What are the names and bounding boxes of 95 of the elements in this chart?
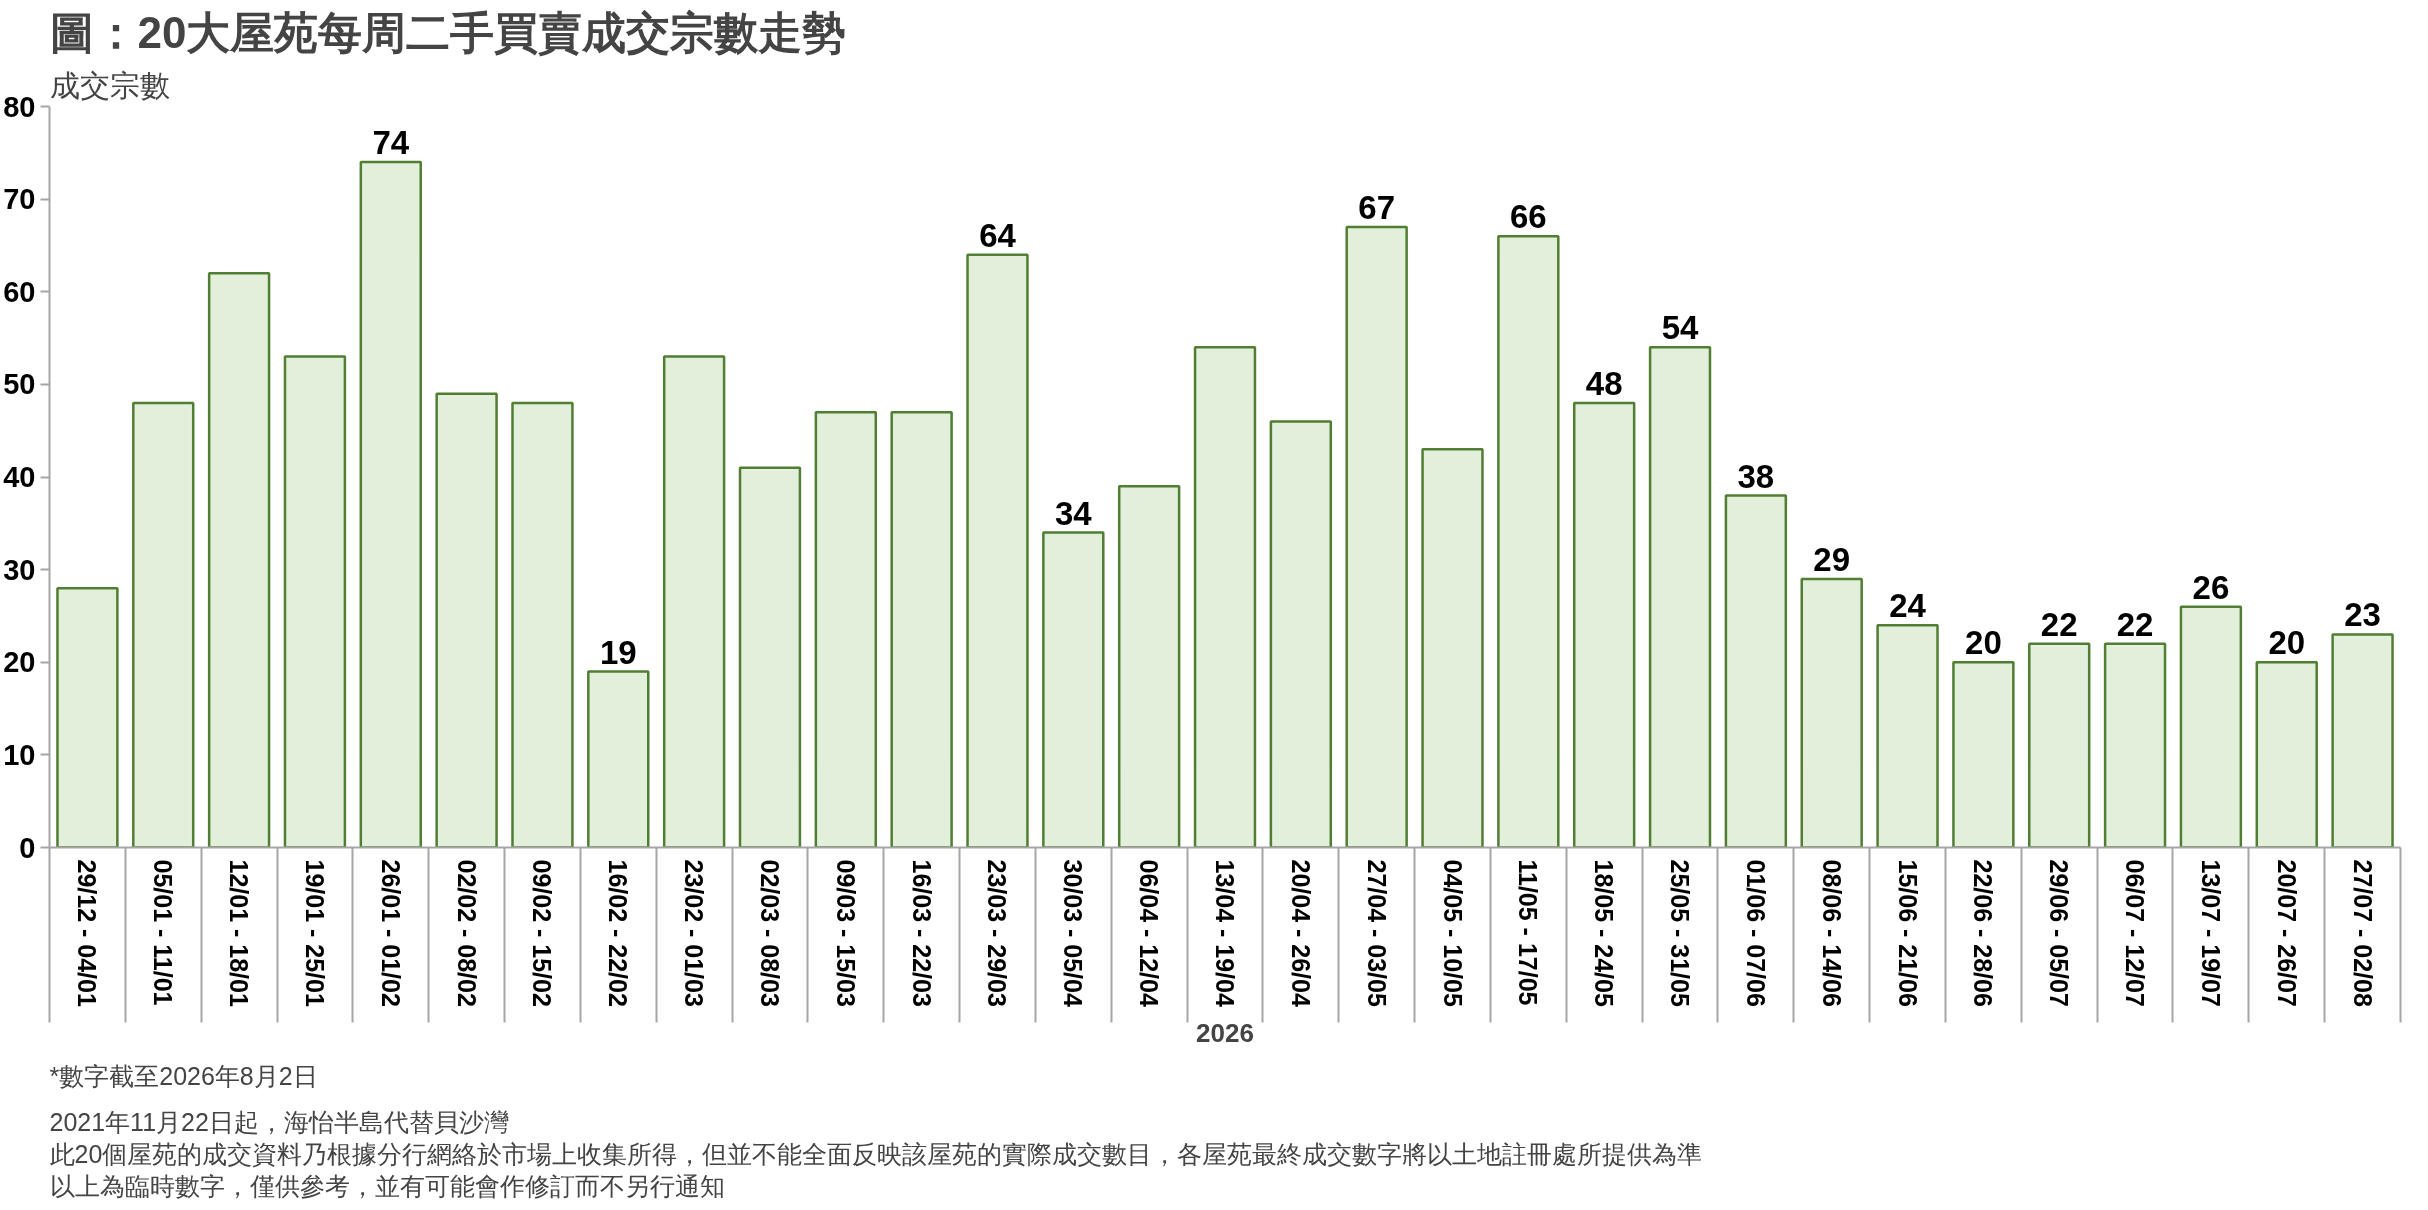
bar (966, 253, 1029, 848)
x-tick-label: 16/03 - 22/03 (907, 859, 936, 1007)
x-tick-label: 19/01 - 25/01 (300, 859, 329, 1007)
bar (435, 392, 498, 848)
bar (587, 670, 650, 848)
data-label: 38 (1737, 457, 1775, 495)
bar (1800, 577, 1863, 848)
bar (1497, 234, 1560, 848)
text: 以上為臨時數字，僅供參考，並有可能會作修訂而不另行通知 (49, 1171, 725, 1200)
x-tick-label: 02/03 - 08/03 (755, 859, 784, 1007)
bar (1572, 401, 1636, 848)
bar (283, 355, 347, 848)
x-tick-label: 08/06 - 14/06 (1817, 859, 1846, 1007)
y-tick-label: 0 (19, 831, 36, 864)
x-tick-label: 20/04 - 26/04 (1286, 859, 1315, 1007)
x-tick-label: 05/01 - 11/01 (149, 859, 178, 1006)
bar (1269, 420, 1333, 848)
x-tick-label: 23/03 - 29/03 (983, 859, 1012, 1007)
y-tick-label: 20 (3, 646, 36, 679)
bar (1042, 531, 1105, 848)
data-label: 26 (2192, 568, 2230, 606)
data-label: 20 (2268, 624, 2306, 662)
data-label: 23 (2344, 596, 2381, 634)
x-tick-label: 09/02 - 15/02 (528, 859, 557, 1007)
data-label: 74 (372, 124, 410, 162)
x-tick-label: 12/01 - 18/01 (225, 859, 254, 1007)
bar (2255, 661, 2318, 848)
x-tick-label: 23/02 - 01/03 (680, 859, 709, 1007)
bar (1952, 661, 2015, 848)
bar (662, 355, 726, 848)
x-tick-label: 01/06 - 07/06 (1741, 859, 1770, 1007)
x-tick-label: 30/03 - 05/04 (1059, 859, 1088, 1007)
bar (1648, 346, 1712, 848)
text: 2021年11月22日起，海怡半島代替貝沙灣 (49, 1107, 509, 1136)
text: 此20個屋苑的成交資料乃根據分行網絡於市場上收集所得，但並不能全面反映該屋苑的實際成交數目，各屋苑最終成交數字將以土地註冊處所提供為準 (49, 1139, 1703, 1168)
bar (1421, 447, 1484, 848)
x-tick-label: 29/06 - 05/07 (2045, 859, 2074, 1007)
x-axis-title: 2026 (1196, 1017, 1254, 1048)
x-tick-label: 02/02 - 08/02 (452, 859, 481, 1007)
bar (359, 160, 422, 848)
bar (207, 271, 271, 848)
y-tick-label: 70 (3, 183, 36, 216)
x-tick-label: 18/05 - 24/05 (1590, 859, 1619, 1007)
x-tick-label: 15/06 - 21/06 (1893, 859, 1922, 1007)
x-tick-label: 29/12 - 04/01 (73, 859, 102, 1007)
bar (814, 410, 878, 848)
bar (1876, 623, 1939, 848)
data-label: 19 (599, 633, 637, 671)
data-label: 24 (1889, 587, 1927, 625)
data-label: 64 (979, 216, 1017, 254)
bar (2103, 642, 2167, 848)
bar (1345, 225, 1408, 848)
y-tick-label: 50 (3, 368, 36, 401)
x-tick-label: 27/04 - 03/05 (1362, 859, 1391, 1007)
data-label: 48 (1585, 364, 1623, 402)
x-tick-label: 25/05 - 31/05 (1666, 859, 1695, 1007)
x-tick-label: 13/04 - 19/04 (1211, 859, 1239, 1007)
bar (738, 466, 802, 848)
y-tick-label: 40 (3, 461, 36, 493)
data-label: 29 (1813, 540, 1851, 578)
data-label: 22 (2116, 605, 2154, 643)
data-label: 67 (1358, 188, 1396, 226)
bar (1117, 485, 1181, 848)
data-label: 66 (1510, 198, 1547, 236)
x-tick-label: 09/03 - 15/03 (831, 859, 860, 1007)
x-tick-label: 13/07 - 19/07 (2196, 859, 2225, 1007)
x-tick-label: 20/07 - 26/07 (2272, 859, 2301, 1007)
bar (2028, 642, 2091, 848)
y-axis-title: 成交宗數 (49, 68, 170, 102)
data-label: 20 (1965, 624, 2002, 662)
x-tick-label: 11/05 - 17/05 (1514, 859, 1543, 1006)
bar (56, 586, 119, 848)
x-tick-label: 27/07 - 02/08 (2348, 859, 2377, 1007)
data-label: 34 (1054, 494, 1093, 532)
bar (1193, 346, 1257, 848)
y-tick-label: 60 (3, 275, 36, 308)
x-tick-label: 06/07 - 12/07 (2121, 859, 2150, 1007)
bar (1724, 494, 1788, 848)
x-tick-label: 22/06 - 28/06 (1969, 859, 1998, 1007)
x-tick-label: 26/01 - 01/02 (376, 859, 405, 1007)
y-tick-label: 30 (3, 553, 36, 586)
x-tick-label: 06/04 - 12/04 (1135, 859, 1164, 1007)
bar (511, 401, 574, 848)
bar (132, 401, 195, 848)
y-tick-label: 10 (3, 738, 36, 771)
bar (2179, 605, 2243, 848)
chart-title: 圖：20大屋苑每周二手買賣成交宗數走勢 (49, 7, 847, 57)
data-label: 54 (1661, 309, 1700, 347)
data-label: 22 (2040, 605, 2078, 643)
text: *數字截至2026年8月2日 (49, 1061, 318, 1090)
x-tick-label: 16/02 - 22/02 (604, 859, 633, 1007)
bar (2331, 633, 2394, 848)
bar (890, 410, 953, 848)
x-tick-label: 04/05 - 10/05 (1438, 859, 1467, 1007)
y-tick-label: 80 (3, 90, 36, 123)
